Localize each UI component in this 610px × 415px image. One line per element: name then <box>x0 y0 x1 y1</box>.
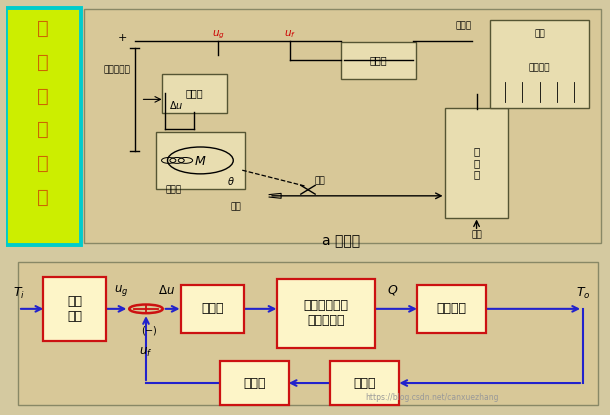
Text: 煤气: 煤气 <box>231 203 242 211</box>
Text: 热处理炉: 热处理炉 <box>529 63 550 72</box>
FancyBboxPatch shape <box>341 42 415 78</box>
Text: M: M <box>195 155 206 168</box>
FancyBboxPatch shape <box>84 9 601 244</box>
FancyBboxPatch shape <box>490 20 589 108</box>
Text: 温: 温 <box>37 53 49 72</box>
Text: $\Delta u$: $\Delta u$ <box>169 99 184 111</box>
Text: $u_g$: $u_g$ <box>113 283 128 298</box>
FancyBboxPatch shape <box>220 361 289 405</box>
Text: 制: 制 <box>37 120 49 139</box>
Text: 阀门: 阀门 <box>315 177 325 186</box>
Text: 放大器: 放大器 <box>243 376 265 390</box>
FancyBboxPatch shape <box>417 285 486 333</box>
Text: 控: 控 <box>37 86 49 105</box>
Text: 系: 系 <box>37 154 49 173</box>
FancyBboxPatch shape <box>181 285 244 333</box>
FancyBboxPatch shape <box>6 4 604 248</box>
Text: 热电偶: 热电偶 <box>455 22 472 31</box>
FancyBboxPatch shape <box>156 132 245 188</box>
Text: 给定电位计: 给定电位计 <box>103 66 130 75</box>
Text: 空气: 空气 <box>471 230 482 239</box>
Text: $\Delta u$: $\Delta u$ <box>158 284 175 297</box>
Text: 电动机: 电动机 <box>165 185 182 194</box>
FancyBboxPatch shape <box>18 262 598 405</box>
Text: $u_f$: $u_f$ <box>139 346 152 359</box>
Text: 工件: 工件 <box>534 29 545 38</box>
Text: $\theta$: $\theta$ <box>228 175 235 187</box>
Text: 统: 统 <box>37 188 49 207</box>
Text: 热处理炉: 热处理炉 <box>437 303 467 315</box>
Text: 放大器: 放大器 <box>185 88 203 98</box>
FancyBboxPatch shape <box>43 277 106 341</box>
Text: 混
合
器: 混 合 器 <box>473 146 479 179</box>
Text: 热电偶: 热电偶 <box>354 376 376 390</box>
Text: $(-)$: $(-)$ <box>141 324 158 337</box>
Text: $T_i$: $T_i$ <box>13 286 25 301</box>
Text: 放大器: 放大器 <box>370 55 387 65</box>
Text: 炉: 炉 <box>37 19 49 38</box>
Text: +: + <box>118 33 127 43</box>
Text: $T_o$: $T_o$ <box>576 286 590 301</box>
FancyBboxPatch shape <box>331 361 399 405</box>
Text: 电动机、传动
装置和阀门: 电动机、传动 装置和阀门 <box>303 300 348 327</box>
Text: https://blog.csdn.net/canxuezhang: https://blog.csdn.net/canxuezhang <box>365 393 498 402</box>
Text: 给定
装置: 给定 装置 <box>67 295 82 323</box>
FancyBboxPatch shape <box>6 8 81 245</box>
FancyBboxPatch shape <box>445 108 508 218</box>
Text: $u_g$: $u_g$ <box>212 28 224 41</box>
FancyBboxPatch shape <box>276 279 375 348</box>
Text: $Q$: $Q$ <box>387 283 398 297</box>
Text: a 原理图: a 原理图 <box>322 234 360 248</box>
FancyBboxPatch shape <box>162 74 228 113</box>
Text: 放大器: 放大器 <box>201 303 224 315</box>
Text: $u_f$: $u_f$ <box>284 28 296 40</box>
